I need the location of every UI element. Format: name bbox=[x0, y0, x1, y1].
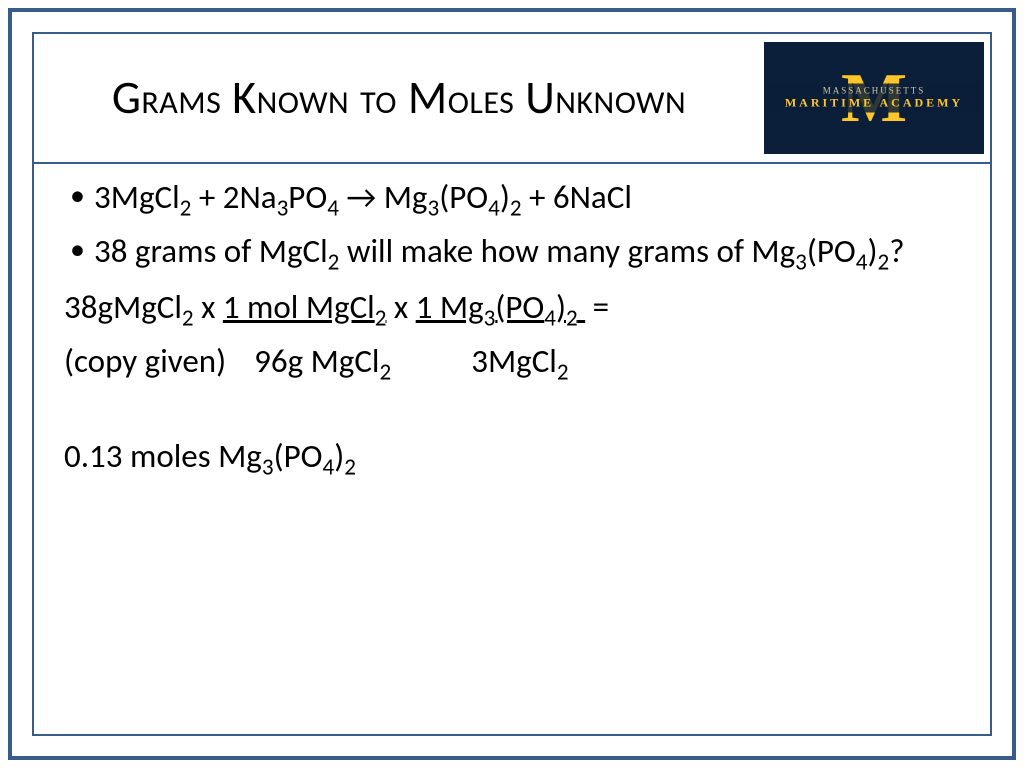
underline: 1 mol MgCl2 bbox=[223, 287, 387, 327]
logo-band: MASSACHUSETTS MARITIME ACADEMY bbox=[767, 84, 981, 113]
txt: x bbox=[386, 287, 415, 327]
txt: 96g MgCl bbox=[254, 341, 379, 381]
sub: 4 bbox=[488, 195, 500, 223]
sub: 2 bbox=[557, 358, 569, 386]
underline: 1 Mg3(PO4)2 bbox=[416, 287, 585, 327]
sub: 3 bbox=[262, 454, 274, 482]
sub: 2 bbox=[375, 304, 387, 332]
sub: 4 bbox=[322, 454, 334, 482]
txt: (PO bbox=[495, 287, 544, 327]
txt: PO bbox=[288, 177, 327, 217]
spacer bbox=[64, 391, 960, 433]
slide-title: Grams Known to Moles Unknown bbox=[34, 70, 764, 126]
txt: ) bbox=[867, 231, 877, 271]
sub: 3 bbox=[484, 304, 496, 332]
logo-text-bot: MARITIME ACADEMY bbox=[767, 96, 981, 111]
academy-logo: M MASSACHUSETTS MARITIME ACADEMY bbox=[764, 42, 984, 154]
sub: 3 bbox=[795, 248, 807, 276]
sub: 4 bbox=[327, 195, 339, 223]
sub: 2 bbox=[182, 304, 194, 332]
txt: 1 Mg bbox=[416, 287, 484, 327]
logo-text-top: MASSACHUSETTS bbox=[767, 86, 981, 96]
txt: x bbox=[194, 287, 223, 327]
txt: 38gMgCl bbox=[64, 287, 182, 327]
answer-line: 0.13 moles Mg3(PO4)2 bbox=[64, 433, 960, 481]
calc-line-1: 38gMgCl2 x 1 mol MgCl2 x 1 Mg3(PO4)2 = bbox=[64, 284, 960, 332]
txt: ? bbox=[889, 231, 904, 271]
txt: → Mg bbox=[339, 177, 428, 217]
txt: 3MgCl bbox=[94, 177, 180, 217]
calc-line-2: (copy given)96g MgCl23MgCl2 bbox=[64, 338, 960, 386]
sub: 4 bbox=[856, 248, 868, 276]
sub: 4 bbox=[544, 304, 556, 332]
txt: ) bbox=[556, 287, 566, 327]
txt: = bbox=[585, 287, 609, 327]
txt: + 6NaCl bbox=[522, 177, 632, 217]
slide-content: 3MgCl2 + 2Na3PO4 → Mg3(PO4)2 + 6NaCl 38 … bbox=[64, 174, 960, 487]
bullet-question: 38 grams of MgCl2 will make how many gra… bbox=[64, 228, 960, 276]
sub: 3 bbox=[277, 195, 289, 223]
txt: 1 mol MgCl bbox=[223, 287, 375, 327]
txt: (PO bbox=[274, 436, 323, 476]
sub: 2 bbox=[380, 358, 392, 386]
txt: ) bbox=[334, 436, 344, 476]
bullet-equation: 3MgCl2 + 2Na3PO4 → Mg3(PO4)2 + 6NaCl bbox=[64, 174, 960, 222]
txt: (copy given) bbox=[64, 341, 226, 381]
txt: 3MgCl bbox=[471, 341, 557, 381]
inner-border: Grams Known to Moles Unknown M MASSACHUS… bbox=[32, 32, 992, 736]
txt: will make how many grams of Mg bbox=[339, 231, 795, 271]
sub: 2 bbox=[566, 304, 578, 332]
sub: 2 bbox=[878, 248, 890, 276]
txt: (PO bbox=[439, 177, 488, 217]
sub: 2 bbox=[328, 248, 340, 276]
txt: (PO bbox=[807, 231, 856, 271]
sub: 3 bbox=[427, 195, 439, 223]
txt: 38 grams of MgCl bbox=[94, 231, 328, 271]
title-region: Grams Known to Moles Unknown M MASSACHUS… bbox=[34, 34, 990, 164]
txt: ) bbox=[500, 177, 510, 217]
sub: 2 bbox=[344, 454, 356, 482]
sub: 2 bbox=[180, 195, 192, 223]
txt: + 2Na bbox=[191, 177, 276, 217]
outer-border: Grams Known to Moles Unknown M MASSACHUS… bbox=[8, 8, 1016, 760]
sub: 2 bbox=[510, 195, 522, 223]
txt: 0.13 moles Mg bbox=[64, 436, 262, 476]
